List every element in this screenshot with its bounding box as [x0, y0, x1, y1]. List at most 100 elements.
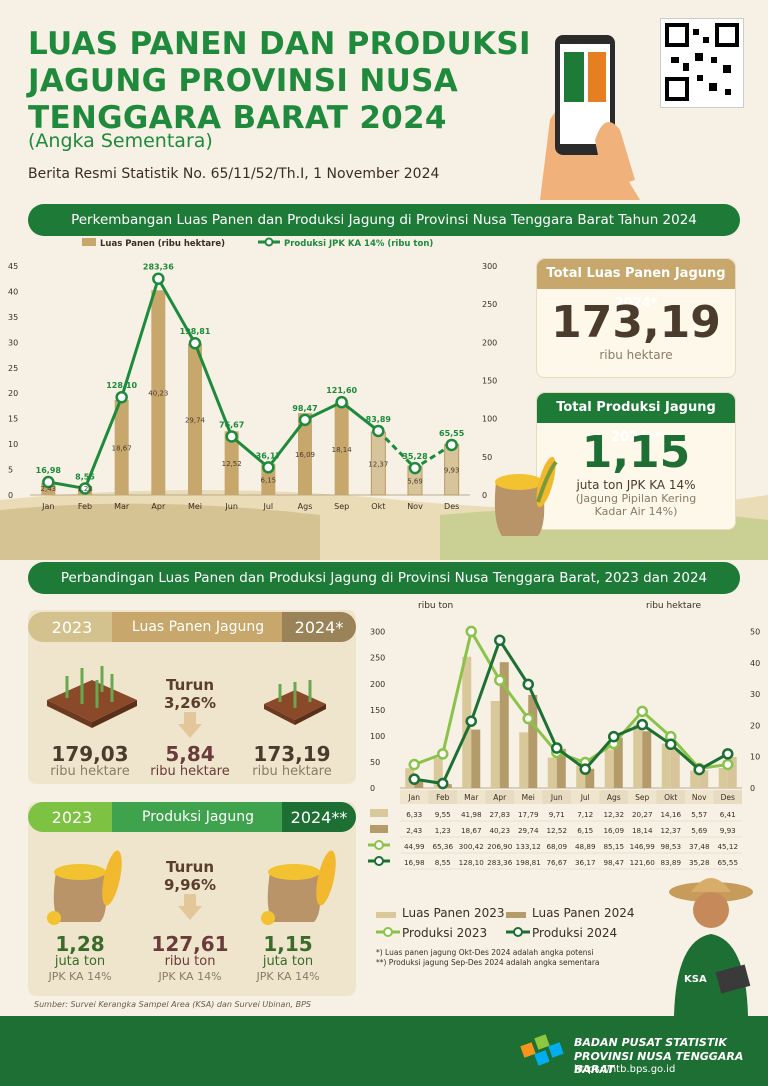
y-left-tick: 15 [8, 415, 18, 424]
bar-luas-2023 [661, 743, 671, 788]
point-value-label: 121,60 [326, 386, 357, 395]
table-cell: 283,36 [487, 858, 513, 867]
point-value-label: 76,67 [219, 420, 244, 429]
x-tick-label: Des [444, 502, 459, 511]
corn-sack-2023-icon [47, 850, 122, 925]
table-cell: 12,37 [660, 826, 681, 835]
y-right-tick: 40 [750, 659, 760, 668]
qr-code-icon [665, 23, 739, 101]
bar-value-label: 1,23 [77, 485, 93, 493]
table-cell: 5,57 [691, 810, 707, 819]
y-left-tick: 35 [8, 313, 18, 322]
corn-sack-2024-icon [261, 850, 336, 925]
page-subtitle: (Angka Sementara) [28, 130, 213, 152]
footer-org2: PROVINSI NUSA TENGGARA BARAT [574, 1050, 744, 1076]
bar-value-label: 2,43 [41, 485, 57, 493]
table-cell: 198,81 [516, 858, 541, 867]
y-right-tick: 10 [750, 753, 760, 762]
table-header-cell [599, 790, 628, 804]
x-tick-label: Apr [151, 502, 166, 511]
table-cell: 36,17 [575, 858, 596, 867]
table-cell: 17,79 [518, 810, 539, 819]
area-change-pct: 3,26% [163, 694, 217, 712]
legend-area-swatch [82, 238, 96, 246]
y-left-tick: 45 [8, 262, 18, 271]
table-cell: 18,14 [632, 826, 653, 835]
footer-url[interactable]: https://ntb.bps.go.id [574, 1064, 676, 1075]
bar-luas-2024 [642, 731, 652, 788]
point-value-label: 83,89 [366, 415, 392, 424]
table-cell: 44,99 [404, 842, 425, 851]
x-tick-label: Okt [371, 502, 385, 511]
table-header-cell [400, 790, 429, 804]
table-cell: 14,16 [660, 810, 681, 819]
corn-field-2024-icon [264, 680, 326, 725]
chart-2024-monthly: Luas Panen (ribu hektare) Produksi JPK K… [8, 237, 497, 511]
table-header-cell [514, 790, 543, 804]
down-arrow-icon [178, 894, 202, 920]
legend-prod-2023: Produksi 2023 [402, 926, 488, 940]
bar-luas-2023 [433, 758, 443, 788]
x-tick-label: Jan [41, 502, 54, 511]
y-right-tick: 250 [482, 300, 497, 309]
bar-luas-2024 [499, 662, 509, 788]
table-cell: 48,89 [575, 842, 596, 851]
point-produksi-2023 [494, 674, 506, 686]
area-block-label: Luas Panen Jagung [112, 612, 284, 642]
bar-luas-panen [298, 413, 312, 495]
qr-code[interactable] [660, 18, 744, 108]
bar-luas-2024 [556, 748, 566, 788]
table-cell: 6,33 [406, 810, 422, 819]
total-area-title: Total Luas Panen Jagung 2024* [537, 259, 735, 311]
production-2024-unit2: JPK KA 14% [256, 970, 320, 983]
bar-luas-2023 [633, 724, 643, 788]
point-produksi [78, 482, 92, 495]
table-cell: 65,55 [717, 858, 738, 867]
total-production-note1: (Jagung Pipilan Kering [575, 492, 697, 505]
y-right-tick: 0 [750, 784, 755, 793]
legend-area-label: Luas Panen (ribu hektare) [100, 239, 225, 249]
table-header-cell [685, 790, 714, 804]
y-left-tick: 0 [370, 784, 375, 793]
legend-prod-2023-swatch [376, 927, 400, 937]
y-right-tick: 150 [482, 377, 497, 386]
point-produksi-2024 [437, 777, 449, 790]
table-header-label: Des [721, 793, 735, 802]
table-header-label: Jun [550, 793, 563, 802]
section2-banner: Perbandingan Luas Panen dan Produksi Jag… [28, 562, 740, 594]
table-cell: 27,83 [489, 810, 510, 819]
bar-luas-2023 [519, 732, 529, 788]
table-cell: 16,09 [603, 826, 624, 835]
production-2024-unit: juta ton [262, 954, 314, 969]
production-change-unit2: JPK KA 14% [158, 970, 222, 983]
table-header-cell [485, 790, 514, 804]
release-number: Berita Resmi Statistik No. 65/11/52/Th.I… [28, 166, 440, 182]
table-header-label: Mar [464, 793, 479, 802]
point-produksi [298, 413, 312, 427]
table-cell: 85,15 [603, 842, 624, 851]
area-year-2023: 2023 [28, 612, 116, 642]
table-header-cell [571, 790, 600, 804]
bar-value-label: 12,52 [222, 460, 242, 468]
table-cell: 65,36 [432, 842, 453, 851]
chart2-right-axis-label: ribu hektare [646, 601, 701, 611]
footer-org1: BADAN PUSAT STATISTIK [574, 1036, 727, 1049]
table-cell: 18,67 [461, 826, 482, 835]
point-produksi-2024 [693, 763, 705, 776]
table-cell: 9,93 [720, 826, 736, 835]
point-produksi [152, 272, 165, 285]
table-cell: 12,52 [546, 826, 567, 835]
table-header-label: Feb [436, 793, 450, 802]
bar-luas-2023 [604, 749, 614, 788]
table-header-label: Nov [692, 793, 707, 802]
table-cell: 7,12 [577, 810, 593, 819]
area-2023-value: 179,03 [51, 742, 129, 766]
legend-prod-2024-swatch [506, 927, 530, 937]
production-2023-value: 1,28 [55, 932, 105, 956]
table-row-swatch [370, 825, 388, 833]
production-change-unit: ribu ton [164, 954, 216, 969]
table-cell: 98,47 [603, 858, 624, 867]
bar-luas-panen [334, 402, 349, 495]
table-header-label: Apr [493, 793, 507, 802]
y-left-tick: 250 [370, 654, 385, 663]
